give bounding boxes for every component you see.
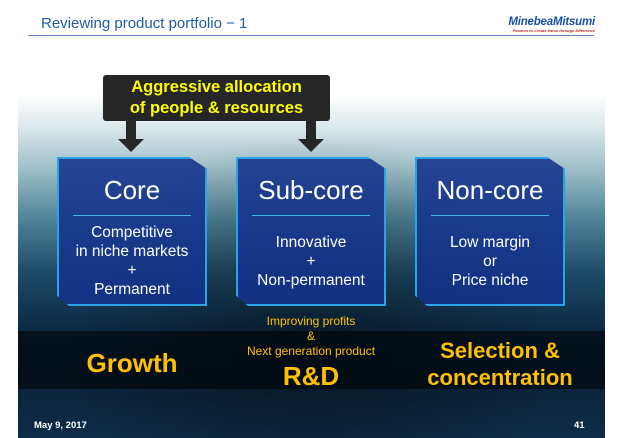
box-title: Non-core bbox=[436, 175, 544, 205]
box-line: or bbox=[483, 253, 497, 270]
box-line: Innovative bbox=[275, 234, 347, 251]
rd-subtext-line: & bbox=[306, 329, 315, 343]
box-line: Permanent bbox=[94, 281, 170, 298]
slide-title: Reviewing product portfolio − 1 bbox=[41, 15, 248, 32]
callout-line-1: Aggressive allocation bbox=[131, 78, 302, 96]
box-line: Competitive bbox=[91, 224, 173, 241]
box-divider bbox=[73, 215, 191, 216]
non-core-box: Non-core Low margin or Price niche bbox=[415, 157, 565, 306]
page-number: 41 bbox=[574, 420, 585, 431]
box-body: Competitive in niche markets + Permanent bbox=[59, 223, 205, 299]
box-line: Non-permanent bbox=[257, 272, 365, 289]
growth-label: Growth bbox=[86, 348, 178, 378]
box-line: + bbox=[306, 253, 316, 270]
rd-subtext-line: Improving profits bbox=[266, 314, 356, 328]
box-line: in niche markets bbox=[75, 243, 189, 260]
slide-date: May 9, 2017 bbox=[34, 420, 87, 431]
box-line: Low margin bbox=[449, 234, 531, 251]
callout-line-2: of people & resources bbox=[129, 99, 304, 117]
logo-tagline: Passion to Create Value through Differen… bbox=[512, 28, 595, 33]
selection-line: concentration bbox=[427, 365, 573, 390]
arrow-down-icon bbox=[298, 121, 324, 152]
title-divider bbox=[28, 35, 594, 36]
selection-line: Selection & bbox=[440, 338, 560, 363]
box-line: + bbox=[127, 262, 137, 279]
box-line: Price niche bbox=[451, 272, 529, 289]
selection-label: Selection & concentration bbox=[405, 337, 595, 391]
arrow-down-icon bbox=[118, 121, 144, 152]
rd-label: R&D bbox=[282, 361, 340, 391]
company-logo: MinebeaMitsumi Passion to Create Value t… bbox=[508, 16, 595, 33]
rd-subtext-line: Next generation product bbox=[246, 344, 376, 358]
box-divider bbox=[431, 215, 549, 216]
box-body: Low margin or Price niche bbox=[417, 233, 563, 290]
allocation-callout: Aggressive allocation of people & resour… bbox=[103, 75, 330, 121]
logo-name: MinebeaMitsumi bbox=[508, 16, 595, 28]
box-title: Sub-core bbox=[258, 175, 364, 205]
sub-core-box: Sub-core Innovative + Non-permanent bbox=[236, 157, 386, 306]
rd-subtext: Improving profits & Next generation prod… bbox=[221, 314, 401, 359]
outcome-band bbox=[18, 331, 605, 389]
core-box: Core Competitive in niche markets + Perm… bbox=[57, 157, 207, 306]
box-title: Core bbox=[103, 175, 161, 205]
box-divider bbox=[252, 215, 370, 216]
box-body: Innovative + Non-permanent bbox=[238, 233, 384, 290]
